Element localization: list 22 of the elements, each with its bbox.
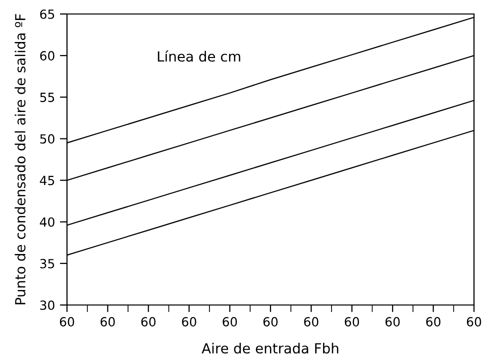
x-tick-label: 60 <box>222 317 237 326</box>
y-tick-label: 60 <box>40 51 54 60</box>
x-tick-label: 60 <box>60 317 74 326</box>
y-tick-label: 55 <box>40 92 54 102</box>
x-tick-label: 60 <box>182 317 196 326</box>
x-axis-title: Aire de entrada Fbh <box>202 342 338 354</box>
x-tick-label: 60 <box>141 317 156 326</box>
x-tick-label: 60 <box>426 317 440 326</box>
x-tick-label: 60 <box>386 317 400 326</box>
y-tick-label: 40 <box>40 217 54 227</box>
y-tick-label: 35 <box>40 258 54 268</box>
x-tick-label: 60 <box>466 317 482 326</box>
y-tick-label: 45 <box>40 176 54 186</box>
annotation: Línea de cm <box>158 50 240 62</box>
y-axis-title: Punto de condensado del aire de salida ºF <box>14 14 26 304</box>
y-tick-label: 65 <box>40 9 54 19</box>
y-tick-label: 30 <box>40 300 54 310</box>
x-tick-label: 60 <box>263 317 278 326</box>
x-tick-label: 60 <box>344 317 360 326</box>
x-tick-label: 60 <box>100 317 115 326</box>
y-tick-label: 50 <box>40 134 54 144</box>
x-tick-label: 60 <box>304 317 318 326</box>
